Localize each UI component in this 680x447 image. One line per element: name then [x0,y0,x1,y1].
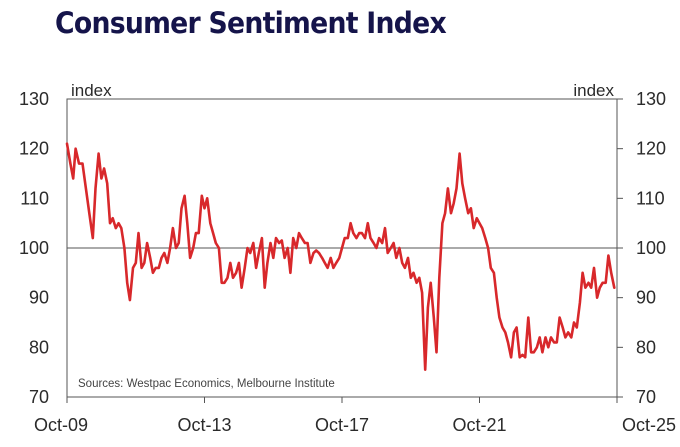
y-tick-label-left: 90 [29,288,49,308]
y-tick-label-right: 80 [636,337,656,357]
y-tick-label-left: 120 [19,139,49,159]
chart-title: Consumer Sentiment Index [55,6,447,40]
y-tick-label-right: 100 [636,238,666,258]
x-tick-label: Oct-09 [34,415,88,435]
y-axis-unit-left: index [71,81,112,100]
y-tick-label-left: 110 [20,188,49,208]
y-tick-label-right: 130 [636,89,666,109]
y-tick-label-left: 100 [19,238,49,258]
y-tick-label-right: 120 [636,139,666,159]
series-line-consumer-sentiment [65,142,616,371]
y-tick-label-right: 90 [636,288,656,308]
y-tick-label-right: 110 [636,188,665,208]
x-tick-label: Oct-21 [452,415,506,435]
y-tick-label-left: 70 [29,387,49,407]
x-tick-label: Oct-25 [622,415,676,435]
y-tick-label-right: 70 [636,387,656,407]
y-tick-label-left: 130 [19,89,49,109]
x-tick-label: Oct-13 [177,415,231,435]
y-tick-label-left: 80 [29,337,49,357]
x-tick-label: Oct-17 [315,415,369,435]
source-note: Sources: Westpac Economics, Melbourne In… [78,378,335,390]
y-axis-unit-right: index [573,81,614,100]
